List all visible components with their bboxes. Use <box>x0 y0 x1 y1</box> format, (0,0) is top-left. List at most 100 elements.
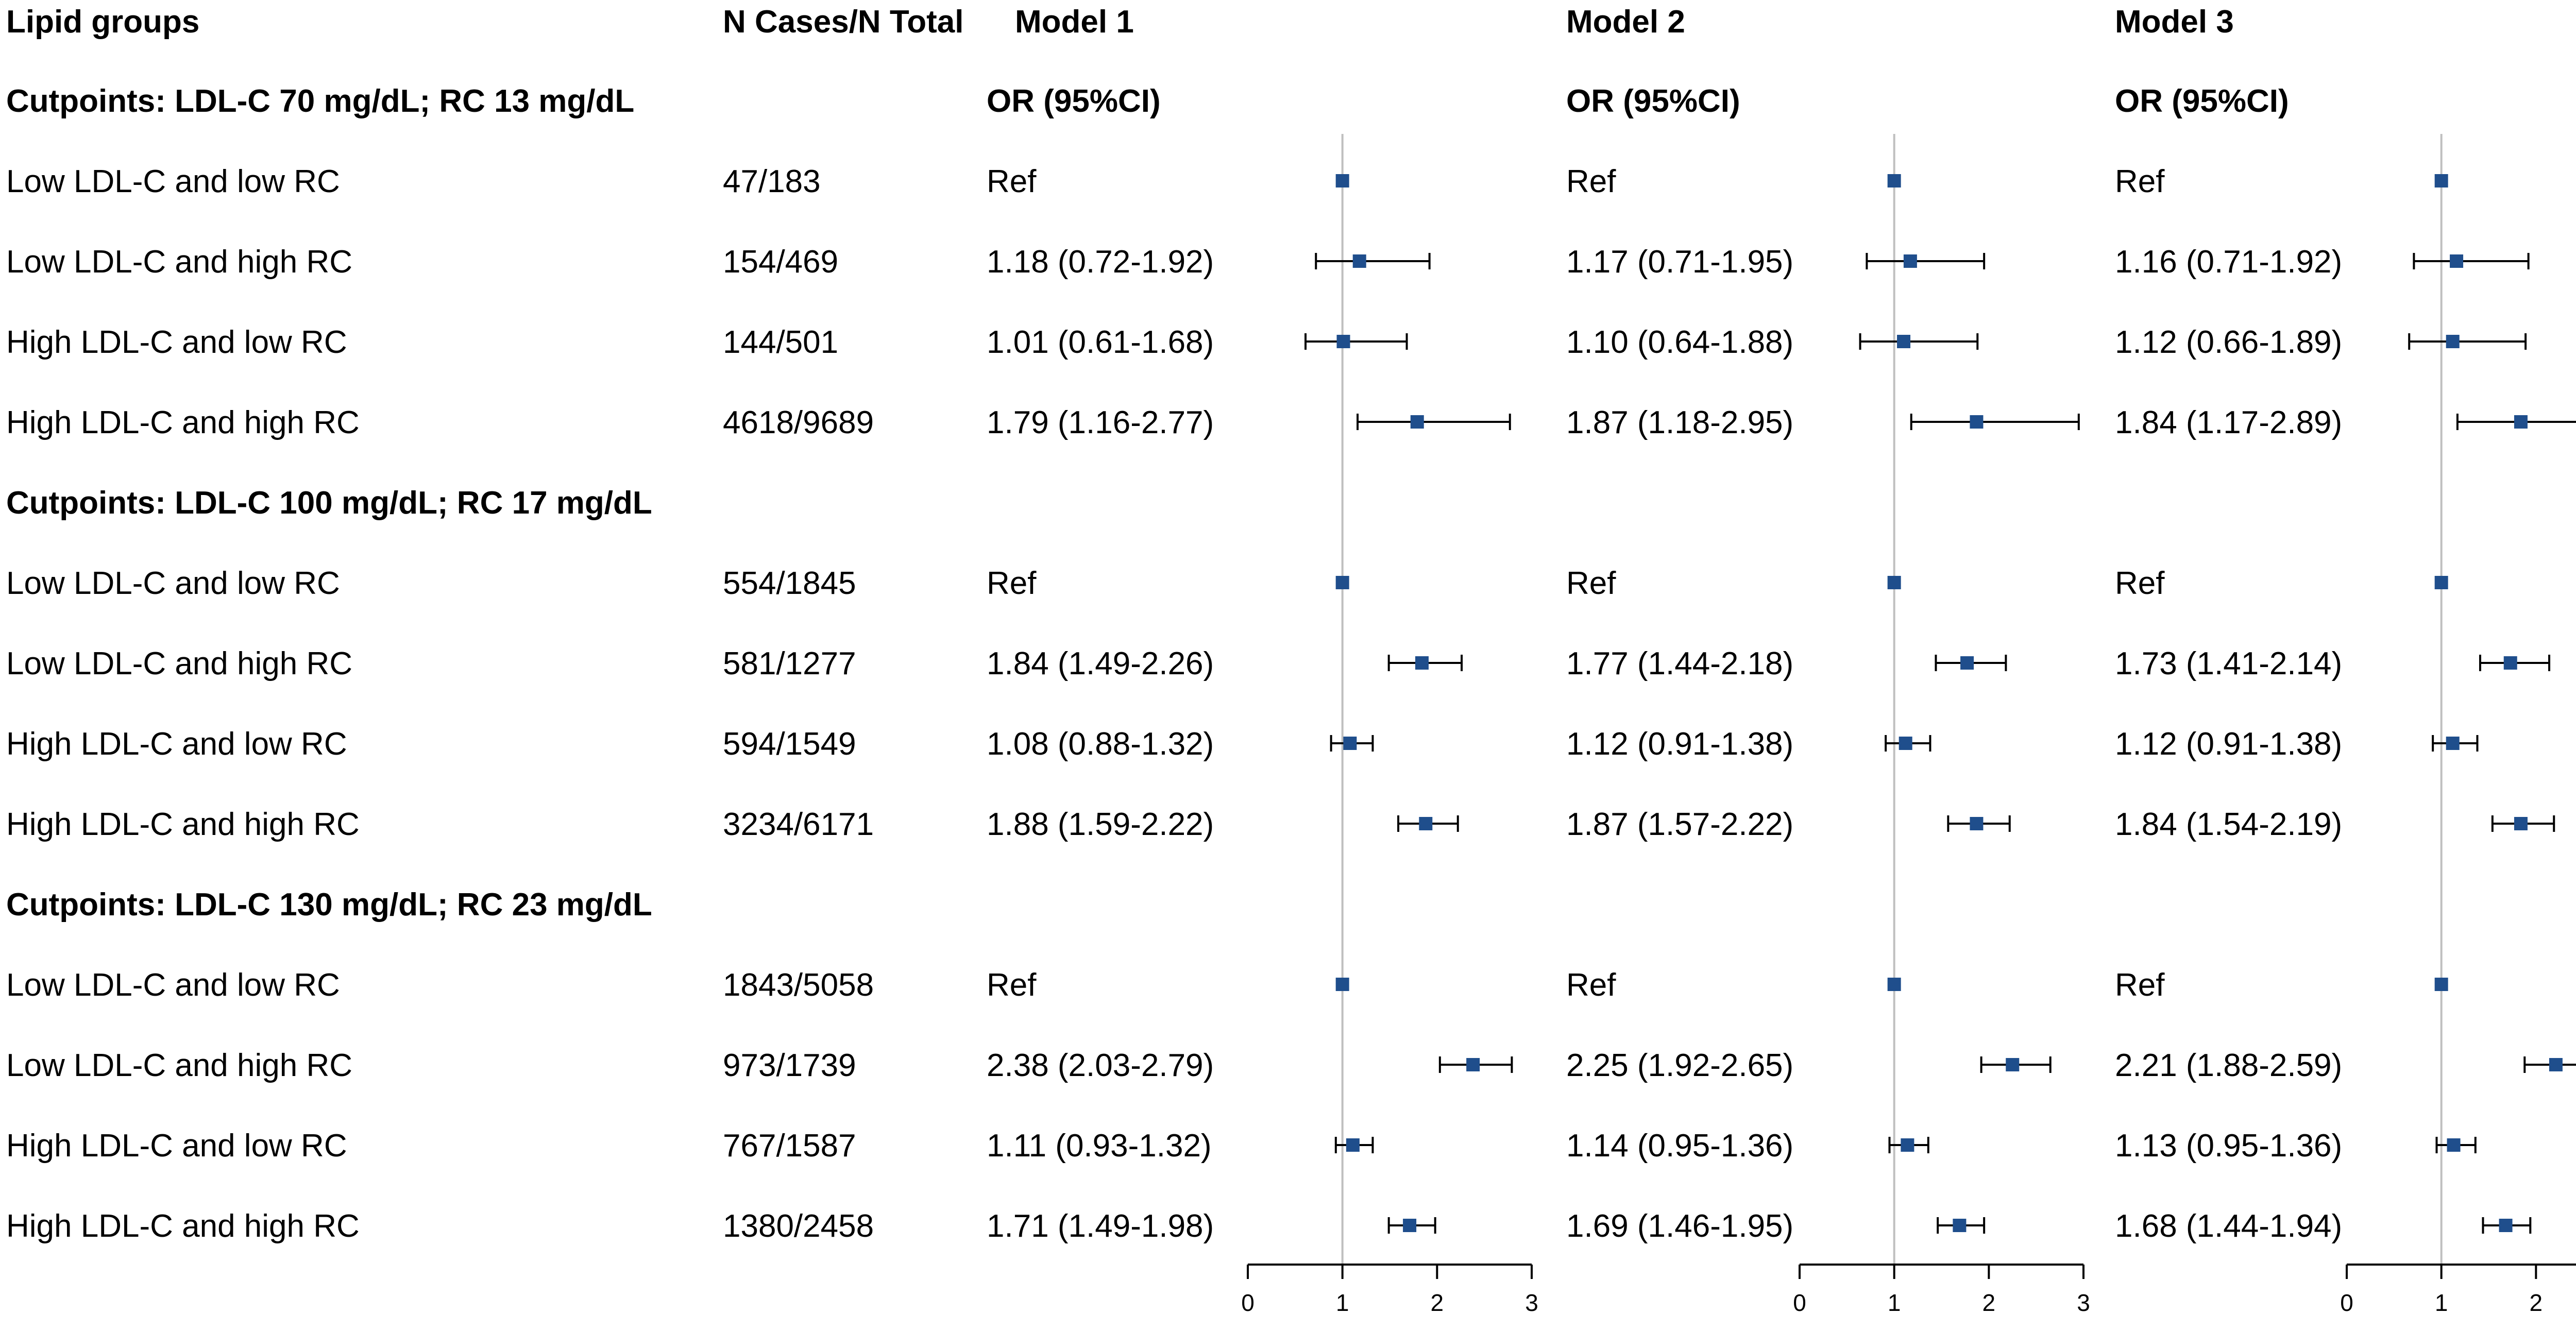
table-row: High LDL-C and low RC 144/501 1.01 (0.61-1… <box>6 325 2527 360</box>
row-or-ci: 1.18 (0.72-1.92) <box>987 244 1214 280</box>
reference-lines <box>1341 134 2443 1265</box>
or-marker <box>1897 335 1911 348</box>
row-lipid-group: Low LDL-C and low RC <box>6 967 340 1003</box>
row-or-ci: 1.16 (0.71-1.92) <box>2115 244 2342 280</box>
or-marker <box>1903 254 1917 268</box>
row-lipid-group: High LDL-C and low RC <box>6 1128 347 1164</box>
or-ci-header: OR (95%CI) <box>2115 83 2289 119</box>
row-n-cases: 581/1277 <box>723 646 856 681</box>
row-lipid-group: Low LDL-C and high RC <box>6 646 352 681</box>
row-or-ci: Ref <box>987 566 1037 601</box>
or-marker <box>2549 1058 2563 1071</box>
table-row: High LDL-C and high RC 4618/9689 1.79 (1.1… <box>6 405 2576 440</box>
row-lipid-group: High LDL-C and low RC <box>6 325 347 360</box>
or-ci-header: OR (95%CI) <box>987 83 1161 119</box>
table-row: Low LDL-C and low RC 1843/5058 Ref Ref Ref <box>6 967 2448 1003</box>
table-row: High LDL-C and high RC 1380/2458 1.71 (1.4… <box>6 1208 2532 1244</box>
or-marker <box>1970 817 1984 830</box>
row-or-ci: 1.12 (0.66-1.89) <box>2115 325 2342 360</box>
tick-label: 3 <box>1525 1289 1538 1316</box>
table-row: Low LDL-C and high RC 154/469 1.18 (0.72-1… <box>6 244 2530 280</box>
row-or-ci: 1.84 (1.49-2.26) <box>987 646 1214 681</box>
row-or-ci: 2.25 (1.92-2.65) <box>1566 1048 1793 1083</box>
row-lipid-group: Low LDL-C and low RC <box>6 566 340 601</box>
row-or-ci: 1.14 (0.95-1.36) <box>1566 1128 1793 1164</box>
row-n-cases: 4618/9689 <box>723 405 874 440</box>
or-marker <box>1970 415 1984 429</box>
or-marker <box>1960 656 1974 670</box>
row-or-ci: 1.77 (1.44-2.18) <box>1566 646 1793 681</box>
row-or-ci: Ref <box>1566 164 1616 199</box>
or-marker <box>2447 1138 2461 1152</box>
row-n-cases: 154/469 <box>723 244 838 280</box>
row-or-ci: 1.87 (1.57-2.22) <box>1566 807 1793 842</box>
tick-label: 0 <box>2340 1289 2353 1316</box>
row-or-ci: 1.87 (1.18-2.95) <box>1566 405 1793 440</box>
or-marker <box>2503 656 2517 670</box>
row-or-ci: 1.11 (0.93-1.32) <box>987 1128 1212 1164</box>
group-header: Cutpoints: LDL-C 100 mg/dL; RC 17 mg/dL <box>6 485 652 521</box>
row-n-cases: 973/1739 <box>723 1048 856 1083</box>
or-marker <box>2446 335 2460 348</box>
or-marker <box>1901 1138 1914 1152</box>
tick-label: 2 <box>1431 1289 1444 1316</box>
row-n-cases: 47/183 <box>723 164 821 199</box>
or-marker <box>1352 254 1366 268</box>
row-or-ci: 1.17 (0.71-1.95) <box>1566 244 1793 280</box>
col-header-model-1: Model 1 <box>1015 4 1134 40</box>
or-marker <box>2514 415 2528 429</box>
or-marker <box>2006 1058 2020 1071</box>
or-marker <box>2434 576 2448 589</box>
or-marker <box>1335 978 1349 991</box>
row-or-ci: 1.12 (0.91-1.38) <box>1566 726 1793 762</box>
row-or-ci: Ref <box>2115 967 2165 1003</box>
row-or-ci: 1.12 (0.91-1.38) <box>2115 726 2342 762</box>
or-marker <box>1887 978 1901 991</box>
row-or-ci: Ref <box>2115 566 2165 601</box>
table-row: High LDL-C and low RC 594/1549 1.08 (0.88-… <box>6 726 2479 762</box>
or-marker <box>1887 174 1901 187</box>
table-row: Low LDL-C and low RC 47/183 Ref Ref Ref <box>6 164 2448 199</box>
row-n-cases: 594/1549 <box>723 726 856 762</box>
row-lipid-group: Low LDL-C and high RC <box>6 244 352 280</box>
group-header: Cutpoints: LDL-C 70 mg/dL; RC 13 mg/dL OR… <box>6 83 2289 119</box>
or-marker <box>2514 817 2528 830</box>
row-lipid-group: High LDL-C and low RC <box>6 726 347 762</box>
row-lipid-group: Low LDL-C and high RC <box>6 1048 352 1083</box>
tick-label: 0 <box>1241 1289 1255 1316</box>
or-marker <box>2450 254 2464 268</box>
x-axes: 012301230123 <box>1241 1264 2576 1316</box>
row-or-ci: 1.84 (1.17-2.89) <box>2115 405 2342 440</box>
row-or-ci: 1.79 (1.16-2.77) <box>987 405 1214 440</box>
group-header: Cutpoints: LDL-C 130 mg/dL; RC 23 mg/dL <box>6 887 652 923</box>
or-marker <box>1415 656 1429 670</box>
or-marker <box>1953 1219 1967 1232</box>
or-marker <box>2434 174 2448 187</box>
row-or-ci: 1.73 (1.41-2.14) <box>2115 646 2342 681</box>
row-or-ci: 1.69 (1.46-1.95) <box>1566 1208 1793 1244</box>
row-or-ci: 2.38 (2.03-2.79) <box>987 1048 1214 1083</box>
row-or-ci: Ref <box>1566 566 1616 601</box>
row-or-ci: Ref <box>2115 164 2165 199</box>
or-marker <box>1346 1138 1360 1152</box>
row-or-ci: 1.13 (0.95-1.36) <box>2115 1128 2342 1164</box>
row-n-cases: 1843/5058 <box>723 967 874 1003</box>
header-row: Lipid groups N Cases/N Total Model 1 Mod… <box>6 4 2234 40</box>
or-marker <box>1335 576 1349 589</box>
row-n-cases: 1380/2458 <box>723 1208 874 1244</box>
row-n-cases: 144/501 <box>723 325 838 360</box>
or-marker <box>1466 1058 1480 1071</box>
or-ci-header: OR (95%CI) <box>1566 83 1740 119</box>
tick-label: 3 <box>2077 1289 2090 1316</box>
row-lipid-group: Low LDL-C and low RC <box>6 164 340 199</box>
row-or-ci: 1.01 (0.61-1.68) <box>987 325 1214 360</box>
row-or-ci: 1.68 (1.44-1.94) <box>2115 1208 2342 1244</box>
row-or-ci: 1.71 (1.49-1.98) <box>987 1208 1214 1244</box>
row-n-cases: 3234/6171 <box>723 807 874 842</box>
group-label: Cutpoints: LDL-C 70 mg/dL; RC 13 mg/dL <box>6 83 634 119</box>
row-or-ci: 1.84 (1.54-2.19) <box>2115 807 2342 842</box>
